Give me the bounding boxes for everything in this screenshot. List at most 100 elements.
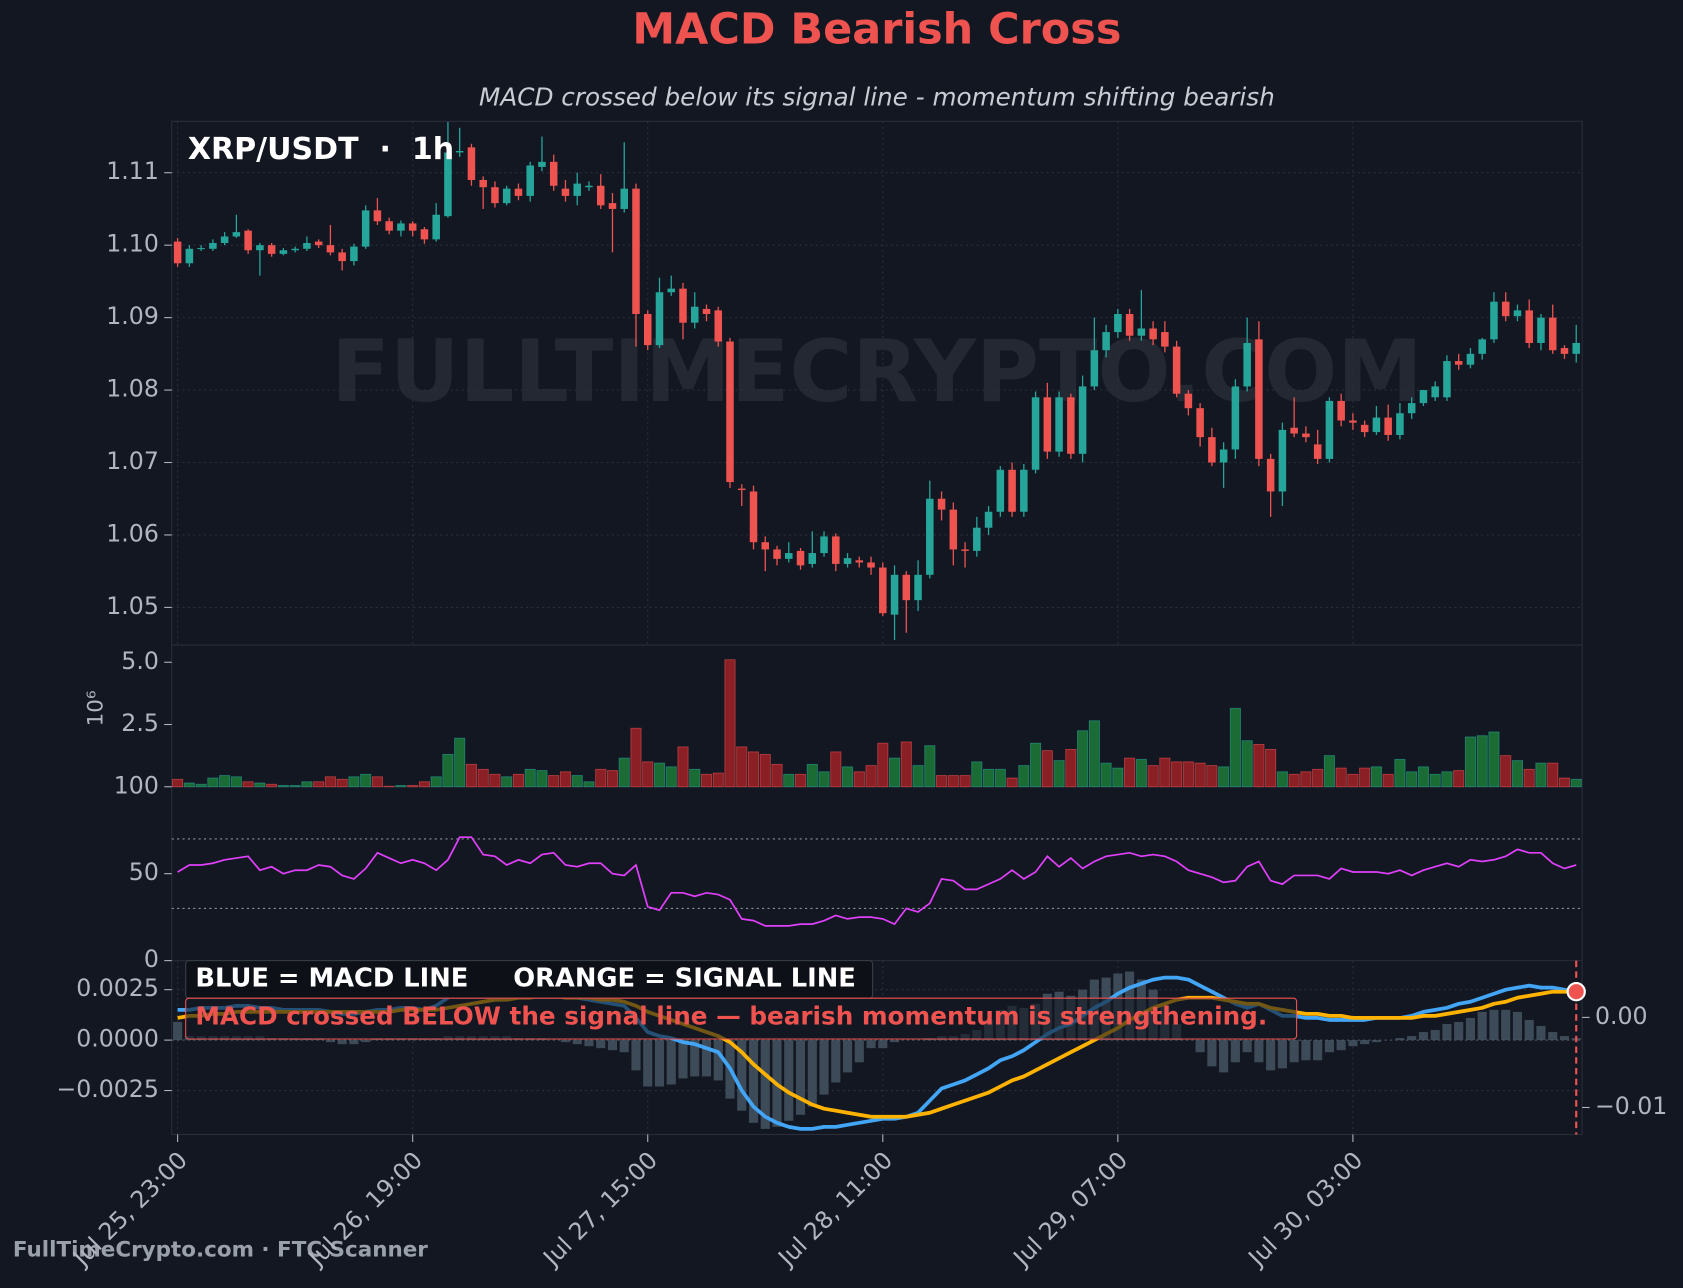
volume-bar [947, 775, 959, 788]
y-tick-label: 100 [114, 771, 159, 799]
histogram-bar [1266, 1040, 1276, 1071]
candle-body [1078, 386, 1087, 454]
candle-body [1008, 469, 1016, 512]
volume-bar [1382, 773, 1394, 788]
y2-tick-label: −0.01 [1595, 1092, 1667, 1120]
volume-bar [630, 727, 642, 788]
volume-bar [1453, 770, 1465, 788]
volume-bar [1182, 761, 1194, 788]
candle-body [996, 469, 1005, 512]
candle-body [1137, 328, 1146, 336]
histogram-bar [607, 1040, 618, 1051]
volume-bar [289, 785, 301, 788]
volume-bar [1265, 748, 1277, 788]
volume-bar [1429, 773, 1441, 788]
candle-body [937, 498, 946, 510]
y-tick-label: 1.10 [106, 230, 159, 258]
volume-bar [642, 761, 654, 788]
candle-body [655, 292, 664, 346]
candle-body [455, 150, 464, 153]
candle-body [702, 308, 711, 314]
candle-body [1090, 350, 1099, 387]
volume-bar [794, 773, 807, 788]
histogram-bar [1536, 1025, 1546, 1041]
candle-body [796, 550, 805, 566]
histogram-bar [854, 1040, 864, 1063]
y-tick-label: −0.0025 [56, 1075, 158, 1103]
volume-bar [971, 761, 983, 788]
volume-bar [1276, 771, 1288, 788]
cross-point [1566, 982, 1586, 1002]
histogram-bar [866, 1040, 876, 1049]
histogram-bar [713, 1040, 723, 1081]
candle-body [949, 509, 958, 550]
histogram-bar [619, 1040, 629, 1053]
volume-bar [747, 751, 760, 788]
volume-bar [606, 770, 619, 788]
y-tick-label: 0.0025 [76, 974, 159, 1002]
candle-body [620, 188, 628, 209]
candle-body [244, 230, 252, 251]
histogram-bar [1465, 1017, 1476, 1041]
volume-bar [1500, 755, 1512, 788]
chart-title: MACD Bearish Cross [632, 5, 1121, 55]
volume-bar [442, 753, 454, 788]
candle-body [973, 527, 981, 551]
volume-bar [348, 776, 360, 788]
volume-bar [1135, 758, 1147, 788]
histogram-bar [819, 1040, 829, 1095]
volume-bar [548, 775, 560, 788]
candle-body [256, 245, 264, 251]
volume-bar [371, 776, 383, 788]
candle-body [1360, 424, 1369, 433]
candle-body [855, 560, 864, 563]
candle-body [867, 562, 875, 568]
candle-body [761, 542, 770, 550]
histogram-bar [1454, 1021, 1464, 1041]
histogram-bar [795, 1040, 806, 1115]
volume-bar [559, 771, 571, 788]
candle-body [303, 242, 311, 249]
candle-body [1266, 458, 1275, 492]
volume-bar [1547, 762, 1559, 788]
y-tick-label: 1.05 [106, 592, 159, 620]
candle-body [1172, 346, 1181, 394]
volume-bar [983, 768, 995, 788]
candle-body [1372, 417, 1381, 433]
candle-body [385, 221, 393, 231]
candle-body [832, 536, 840, 564]
volume-bar [1300, 771, 1312, 788]
symbol-label: XRP/USDT · 1h [188, 132, 454, 167]
histogram-bar [760, 1040, 770, 1129]
y-tick-label: 5.0 [121, 647, 159, 675]
histogram-bar [1430, 1030, 1440, 1041]
volume-bar [618, 757, 630, 788]
candle-body [209, 242, 217, 249]
volume-offset-label: 10⁶ [84, 690, 109, 726]
volume-bar [1464, 736, 1476, 788]
volume-bar [313, 781, 325, 788]
histogram-bar [701, 1040, 712, 1077]
volume-bar [301, 781, 313, 788]
volume-bar [1006, 777, 1018, 788]
y-tick-label: 0 [144, 945, 159, 973]
histogram-bar [1289, 1040, 1299, 1063]
candle-body [1560, 348, 1569, 354]
histogram-bar [678, 1040, 688, 1079]
candle-body [1349, 420, 1357, 423]
histogram-bar [1219, 1040, 1229, 1073]
candle-body [785, 553, 793, 559]
volume-bar [653, 762, 666, 788]
candle-body [914, 574, 922, 601]
volume-bar [1406, 771, 1418, 788]
volume-bar [1441, 771, 1453, 788]
candle-body [514, 188, 523, 196]
volume-bar [1241, 740, 1253, 788]
y-tick-label: 0.0000 [76, 1025, 159, 1053]
rsi-line [177, 836, 1577, 927]
volume-bar [1171, 761, 1183, 788]
volume-bar [830, 751, 842, 788]
histogram-bar [361, 1040, 371, 1043]
candle-body [232, 232, 241, 237]
volume-bar [1100, 762, 1112, 788]
